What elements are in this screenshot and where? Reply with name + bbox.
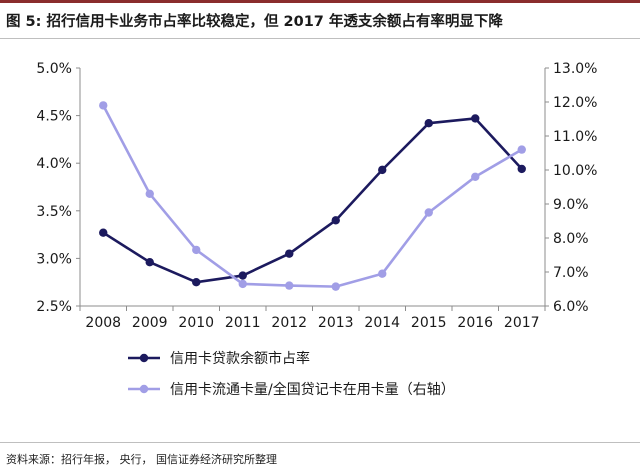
- x-tick-label: 2011: [225, 315, 261, 331]
- x-tick-label: 2012: [271, 315, 307, 331]
- series-1-point: [238, 271, 247, 280]
- series-1-point: [331, 216, 340, 225]
- series-2-point: [192, 245, 201, 255]
- right-tick-label: 6.0%: [553, 299, 589, 315]
- right-tick-label: 7.0%: [553, 265, 589, 281]
- series-1-point: [424, 119, 433, 128]
- header-rule: [0, 0, 640, 3]
- x-tick-label: 2013: [318, 315, 354, 331]
- x-tick-label: 2016: [457, 315, 493, 331]
- series-1-point: [99, 228, 108, 237]
- right-axis-ticks: 6.0% 7.0% 8.0% 9.0% 10.0% 11.0% 12.0% 13.0%: [545, 61, 597, 315]
- series-1-point: [517, 164, 526, 174]
- left-tick-label: 3.0%: [36, 251, 72, 267]
- x-tick-label: 2014: [364, 315, 400, 331]
- legend-label: 信用卡流通卡量/全国贷记卡在用卡量（右轴）: [170, 381, 455, 398]
- source-divider: [0, 442, 640, 443]
- series-1-point: [471, 114, 480, 123]
- series-lines: [102, 104, 523, 288]
- right-tick-label: 8.0%: [553, 231, 589, 247]
- left-axis-ticks: 2.5% 3.0% 3.5% 4.0% 4.5% 5.0%: [36, 61, 80, 315]
- series-2-point: [471, 172, 480, 181]
- series-2-point: [285, 281, 294, 290]
- series-line-2: [102, 104, 523, 288]
- source-note: 资料来源：招行年报， 央行， 国信证券经济研究所整理: [6, 453, 277, 466]
- series-2-point: [99, 101, 108, 110]
- left-tick-label: 3.5%: [36, 204, 72, 220]
- legend-label: 信用卡贷款余额市占率: [170, 350, 310, 367]
- x-tick-label: 2008: [85, 315, 121, 331]
- legend-swatch-marker: [139, 353, 149, 363]
- x-axis-ticks: 2008 2009 2010 2011 2012 2013 2014 2015 2016 2017: [79, 306, 546, 331]
- figure-caption: 图 5: 招行信用卡业务市占率比较稳定，但 2017 年透支余额占有率明显下降: [6, 14, 503, 30]
- series-1-point: [378, 165, 387, 175]
- series-points: [99, 101, 526, 291]
- left-tick-label: 2.5%: [36, 299, 72, 315]
- series-1-point: [145, 258, 154, 267]
- x-tick-label: 2017: [504, 315, 540, 331]
- series-2-point: [145, 189, 154, 198]
- series-2-point: [378, 269, 387, 278]
- x-tick-label: 2010: [178, 315, 214, 331]
- right-tick-label: 12.0%: [553, 95, 597, 111]
- x-tick-label: 2015: [411, 315, 447, 331]
- series-2-point: [517, 145, 526, 154]
- legend-swatch-marker: [139, 384, 149, 394]
- series-2-point: [238, 279, 247, 289]
- left-tick-label: 4.0%: [36, 156, 72, 172]
- series-1-point: [192, 278, 201, 287]
- right-tick-label: 10.0%: [553, 163, 597, 179]
- series-2-point: [424, 208, 433, 217]
- x-tick-label: 2009: [132, 315, 168, 331]
- series-line-1: [102, 117, 523, 284]
- left-tick-label: 4.5%: [36, 109, 72, 125]
- caption-divider: [0, 38, 640, 39]
- left-tick-label: 5.0%: [36, 61, 72, 77]
- right-tick-label: 11.0%: [553, 129, 597, 145]
- chart-axes: [79, 68, 546, 307]
- series-1-point: [285, 249, 294, 258]
- right-tick-label: 9.0%: [553, 197, 589, 213]
- right-tick-label: 13.0%: [553, 61, 597, 77]
- series-2-point: [331, 282, 340, 291]
